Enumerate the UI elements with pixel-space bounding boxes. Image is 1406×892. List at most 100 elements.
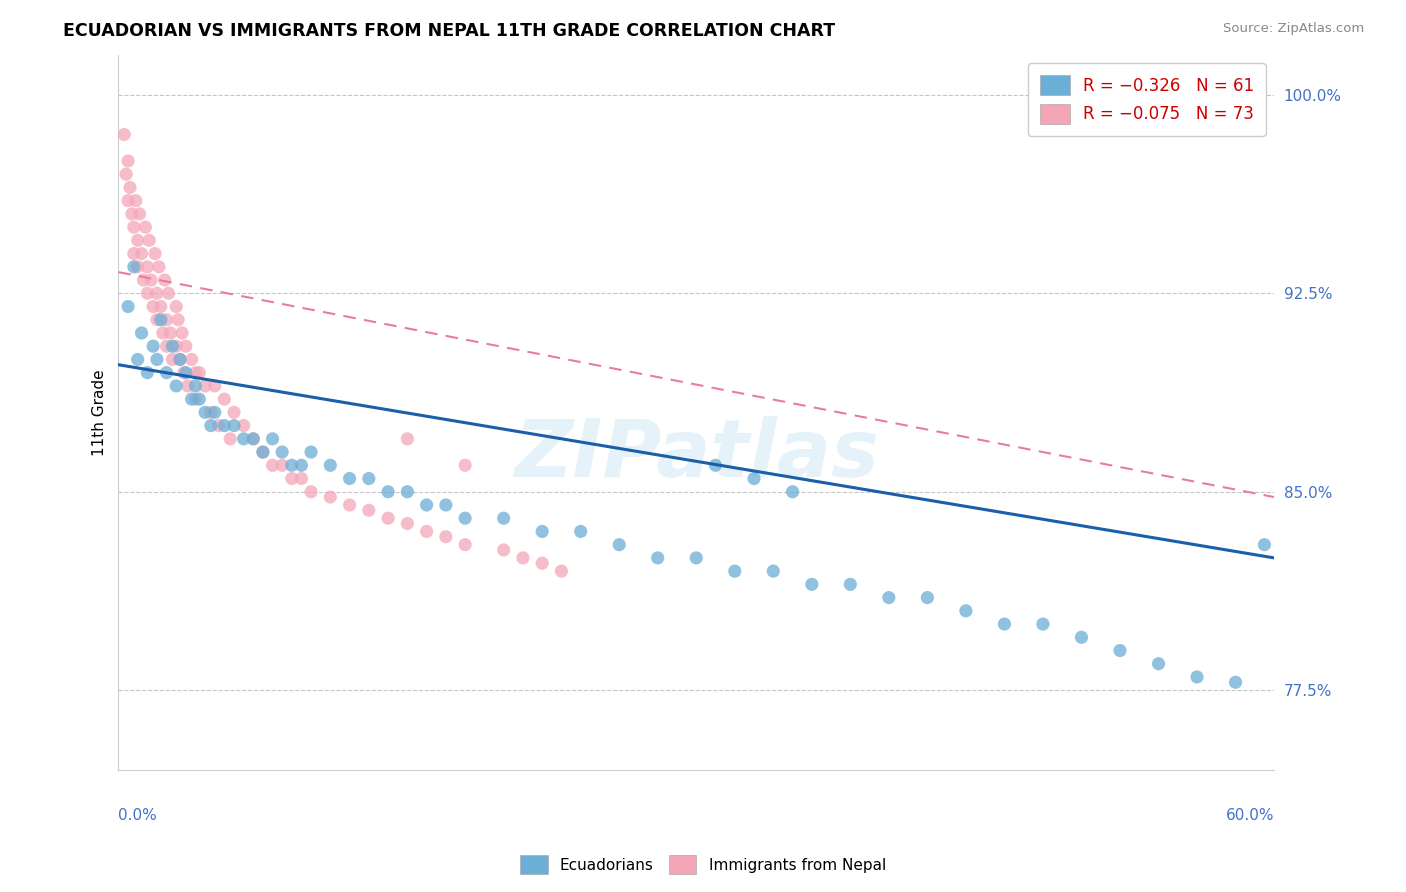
Point bbox=[184, 366, 207, 380]
Point bbox=[839, 577, 862, 591]
Point bbox=[117, 194, 139, 208]
Text: ECUADORIAN VS IMMIGRANTS FROM NEPAL 11TH GRADE CORRELATION CHART: ECUADORIAN VS IMMIGRANTS FROM NEPAL 11TH… bbox=[63, 22, 835, 40]
Point bbox=[415, 498, 437, 512]
Point bbox=[173, 366, 195, 380]
Point bbox=[454, 538, 477, 552]
Point bbox=[299, 445, 322, 459]
Point bbox=[134, 220, 156, 235]
Point bbox=[242, 432, 264, 446]
Point bbox=[204, 379, 226, 393]
Point bbox=[877, 591, 900, 605]
Point bbox=[118, 180, 141, 194]
Point bbox=[142, 300, 165, 314]
Point bbox=[125, 194, 148, 208]
Point bbox=[167, 312, 190, 326]
Point bbox=[200, 418, 222, 433]
Point bbox=[454, 458, 477, 473]
Point bbox=[174, 366, 197, 380]
Point bbox=[146, 286, 169, 301]
Point bbox=[194, 405, 217, 419]
Point bbox=[127, 352, 149, 367]
Point bbox=[252, 445, 274, 459]
Point bbox=[141, 273, 163, 287]
Point bbox=[131, 246, 153, 260]
Point bbox=[136, 260, 159, 274]
Point bbox=[531, 524, 554, 539]
Point bbox=[396, 516, 419, 531]
Point bbox=[155, 312, 177, 326]
Point bbox=[415, 524, 437, 539]
Point bbox=[165, 300, 187, 314]
Point bbox=[1225, 675, 1247, 690]
Y-axis label: 11th Grade: 11th Grade bbox=[93, 369, 107, 456]
Point bbox=[339, 471, 361, 485]
Point bbox=[174, 339, 197, 353]
Text: Source: ZipAtlas.com: Source: ZipAtlas.com bbox=[1223, 22, 1364, 36]
Point bbox=[207, 418, 229, 433]
Legend: R = −0.326   N = 61, R = −0.075   N = 73: R = −0.326 N = 61, R = −0.075 N = 73 bbox=[1028, 63, 1265, 136]
Point bbox=[1109, 643, 1132, 657]
Point bbox=[180, 352, 202, 367]
Point bbox=[271, 458, 294, 473]
Point bbox=[222, 418, 245, 433]
Point bbox=[132, 273, 155, 287]
Point bbox=[569, 524, 592, 539]
Point bbox=[136, 286, 159, 301]
Point bbox=[219, 432, 242, 446]
Point bbox=[252, 445, 274, 459]
Point bbox=[136, 366, 159, 380]
Point bbox=[271, 445, 294, 459]
Point bbox=[319, 458, 342, 473]
Point bbox=[377, 484, 399, 499]
Point bbox=[339, 498, 361, 512]
Point bbox=[1185, 670, 1208, 684]
Point bbox=[396, 432, 419, 446]
Point bbox=[262, 432, 284, 446]
Point bbox=[146, 352, 169, 367]
Point bbox=[127, 260, 149, 274]
Point bbox=[122, 246, 145, 260]
Point bbox=[531, 556, 554, 570]
Text: 60.0%: 60.0% bbox=[1226, 808, 1274, 823]
Point bbox=[180, 392, 202, 406]
Point bbox=[492, 511, 515, 525]
Point bbox=[724, 564, 747, 578]
Point bbox=[204, 405, 226, 419]
Point bbox=[122, 220, 145, 235]
Point bbox=[762, 564, 785, 578]
Point bbox=[357, 503, 380, 517]
Point bbox=[148, 260, 170, 274]
Point bbox=[232, 432, 254, 446]
Point bbox=[170, 326, 193, 340]
Point bbox=[512, 550, 534, 565]
Text: 0.0%: 0.0% bbox=[118, 808, 157, 823]
Point bbox=[131, 326, 153, 340]
Point bbox=[142, 339, 165, 353]
Point bbox=[434, 498, 457, 512]
Point bbox=[800, 577, 823, 591]
Point bbox=[299, 484, 322, 499]
Point bbox=[492, 543, 515, 558]
Point bbox=[357, 471, 380, 485]
Point bbox=[782, 484, 804, 499]
Point bbox=[704, 458, 727, 473]
Point bbox=[290, 471, 312, 485]
Point bbox=[155, 339, 177, 353]
Point bbox=[146, 312, 169, 326]
Point bbox=[115, 167, 138, 181]
Point bbox=[290, 458, 312, 473]
Point bbox=[281, 471, 304, 485]
Point bbox=[152, 326, 174, 340]
Point bbox=[200, 405, 222, 419]
Point bbox=[162, 352, 184, 367]
Point bbox=[377, 511, 399, 525]
Point bbox=[685, 550, 707, 565]
Point bbox=[169, 352, 191, 367]
Point bbox=[194, 379, 217, 393]
Point bbox=[149, 300, 172, 314]
Legend: Ecuadorians, Immigrants from Nepal: Ecuadorians, Immigrants from Nepal bbox=[515, 849, 891, 880]
Point bbox=[121, 207, 143, 221]
Point bbox=[319, 490, 342, 504]
Point bbox=[742, 471, 765, 485]
Point bbox=[117, 300, 139, 314]
